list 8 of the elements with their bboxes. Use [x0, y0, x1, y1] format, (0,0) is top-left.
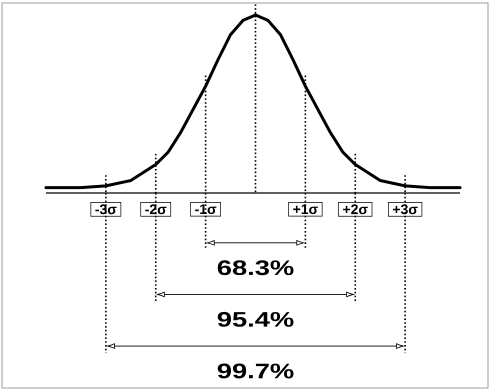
x-tick-label: -1σ — [195, 204, 216, 214]
text: 95.4% — [218, 312, 294, 327]
text: 99.7% — [218, 364, 294, 378]
text: 68.3% — [218, 260, 294, 276]
x-tick-label: -2σ — [145, 204, 166, 214]
x-tick-label: +1σ — [293, 204, 318, 214]
x-tick-label: -3σ — [95, 204, 117, 214]
x-tick-label: +3σ — [392, 204, 418, 214]
